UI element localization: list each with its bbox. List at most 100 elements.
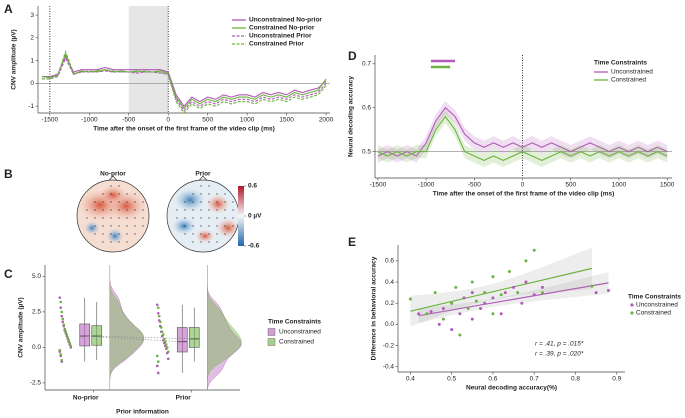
x-tick-label: 0.5 [447, 376, 456, 383]
data-point [61, 317, 65, 321]
data-point [158, 320, 162, 324]
data-point [483, 291, 487, 295]
data-point [166, 350, 170, 353]
electrode [192, 193, 194, 195]
legend-label: Constrained [611, 77, 646, 84]
data-point [164, 343, 168, 346]
legend-swatch [267, 338, 276, 346]
electrode [184, 233, 186, 235]
data-point [524, 259, 528, 263]
data-point [532, 293, 536, 297]
electrode [224, 201, 226, 203]
electrode [142, 225, 144, 227]
data-point [470, 317, 474, 321]
electrode [232, 201, 234, 203]
x-tick-label: 0.6 [488, 376, 497, 383]
electrode [216, 201, 218, 203]
panel-letter: D [348, 49, 357, 63]
data-point [60, 310, 64, 314]
electrode [192, 209, 194, 211]
data-point [59, 353, 63, 356]
electrode [200, 233, 202, 235]
density [207, 264, 242, 391]
x-tick-label: -500 [468, 182, 481, 189]
median-link [96, 335, 195, 340]
electrode [118, 241, 120, 243]
electrode [224, 233, 226, 235]
electrode [192, 241, 194, 243]
x-tick-label: -1000 [418, 182, 435, 189]
data-point [540, 285, 544, 289]
data-point [60, 358, 64, 362]
panel-letter: E [348, 235, 356, 249]
electrode [208, 233, 210, 235]
electrode [126, 233, 128, 235]
data-point [516, 291, 520, 295]
data-point [441, 307, 445, 310]
regression-line [410, 267, 593, 312]
legend-label: Unconstrained [636, 302, 678, 309]
electrode [102, 193, 104, 195]
y-tick-label: 0.2 [385, 300, 394, 307]
data-point [66, 336, 70, 339]
box [91, 325, 103, 346]
y-tick-label: 0.7 [362, 61, 371, 68]
electrode [200, 201, 202, 203]
data-point [429, 310, 433, 314]
data-point [512, 285, 516, 289]
y-tick-label: -1 [28, 103, 34, 110]
data-point [479, 307, 483, 310]
data-point [59, 300, 63, 304]
legend-swatch [630, 311, 634, 315]
box [188, 327, 200, 348]
topomap-prior [166, 175, 240, 253]
data-point [58, 348, 62, 352]
data-point [58, 296, 62, 299]
data-point [433, 291, 437, 295]
electrode [208, 201, 210, 203]
x-tick-label: 0.9 [612, 376, 621, 383]
electrode [110, 225, 112, 227]
electrode [216, 209, 218, 211]
colorbar-label: 0 µV [248, 213, 262, 220]
x-axis-label: Prior information [116, 409, 169, 416]
data-point [62, 323, 66, 326]
topomap-no-prior [76, 175, 150, 253]
electrode [110, 241, 112, 243]
data-point [163, 340, 167, 344]
electrode [118, 209, 120, 211]
electrode [118, 217, 120, 219]
electrode [232, 217, 234, 219]
electrode [192, 233, 194, 235]
electrode [232, 225, 234, 227]
data-point [524, 280, 528, 284]
electrode [110, 185, 112, 187]
y-axis-label: Difference in behavioral accuracy [371, 256, 378, 360]
data-point [155, 354, 159, 358]
x-tick-label: 0 [166, 117, 170, 124]
data-point [159, 326, 163, 329]
electrode [184, 217, 186, 219]
data-point [417, 312, 421, 316]
x-tick-label: -1500 [370, 182, 387, 189]
density [109, 264, 145, 391]
electrode [200, 217, 202, 219]
legend-title: Time Constraints [594, 60, 647, 67]
electrode [134, 217, 136, 219]
x-tick-label: -1000 [81, 117, 98, 124]
data-point [540, 291, 544, 295]
data-point [160, 330, 164, 334]
electrode [110, 233, 112, 235]
legend-label: Unconstrained No-prior [249, 17, 322, 24]
y-axis-label: CNV amplitude (µV) [18, 297, 25, 357]
x-axis-label: Neural decoding accuracy(%) [466, 385, 557, 392]
y-tick-label: -2.5 [30, 380, 42, 387]
electrode [102, 201, 104, 203]
ci-ribbon [377, 101, 668, 163]
electrode [200, 241, 202, 243]
electrode [102, 233, 104, 235]
electrode [134, 201, 136, 203]
electrode [224, 209, 226, 211]
electrode [86, 217, 88, 219]
y-tick-label: 2 [30, 35, 34, 42]
